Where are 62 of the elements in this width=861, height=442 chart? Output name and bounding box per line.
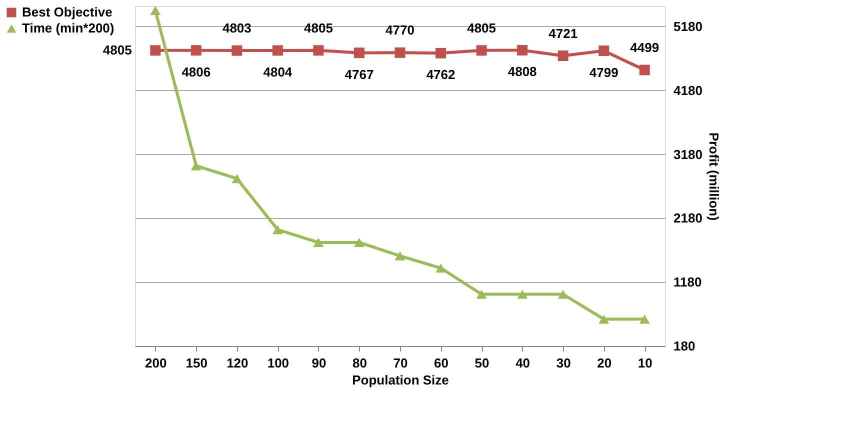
data-label: 4499	[630, 40, 660, 55]
point	[558, 50, 568, 62]
y-tick-label: 2180	[674, 210, 702, 226]
data-label: 4803	[222, 20, 252, 36]
data-label: 4767	[344, 66, 374, 82]
point	[598, 314, 610, 324]
legend-label: Best Objective	[22, 4, 112, 20]
point	[313, 45, 324, 56]
point	[639, 64, 650, 76]
data-label: 4808	[508, 64, 537, 80]
point	[517, 44, 528, 56]
point	[436, 48, 446, 58]
y-axis-title: Profit (million)	[706, 132, 722, 221]
x-tick-label: 200	[145, 356, 167, 370]
point	[150, 6, 161, 16]
data-label: 4806	[182, 64, 211, 80]
point	[190, 161, 202, 170]
point	[394, 251, 406, 260]
point	[232, 174, 242, 184]
y-tick-label: 4180	[674, 82, 702, 98]
legend-label: Time (min*200)	[22, 20, 114, 36]
x-tick-label: 60	[434, 356, 449, 370]
y-tick-label: 1180	[674, 274, 702, 290]
data-label: 4770	[386, 22, 414, 38]
x-tick-label: 90	[312, 356, 326, 370]
point	[558, 290, 568, 299]
point	[272, 45, 283, 56]
x-tick-label: 20	[597, 356, 612, 370]
data-label: 4804	[263, 64, 293, 80]
x-tick-label: 70	[393, 356, 408, 370]
x-tick-label: 50	[474, 356, 490, 370]
y-tick-label: 3180	[674, 146, 702, 162]
x-tick-label: 30	[556, 356, 571, 370]
x-tick-label: 40	[516, 356, 530, 370]
point	[476, 45, 487, 56]
point	[313, 238, 324, 248]
point	[354, 238, 364, 248]
x-tick-label: 120	[226, 356, 248, 370]
data-label: 4805	[304, 20, 333, 36]
data-label: 4805	[102, 42, 132, 58]
point	[639, 314, 650, 324]
point	[190, 45, 202, 56]
point	[476, 290, 487, 299]
x-axis-title: Population Size	[352, 372, 449, 388]
point	[354, 48, 364, 58]
point	[232, 45, 242, 56]
point	[436, 263, 446, 273]
point	[517, 290, 528, 299]
y-tick-label: 5180	[674, 18, 702, 34]
point	[150, 45, 161, 56]
x-tick-label: 80	[352, 356, 367, 370]
point	[272, 225, 283, 234]
data-label: 4721	[548, 26, 578, 41]
x-tick-label: 10	[638, 356, 652, 370]
point	[394, 47, 406, 58]
data-label: 4762	[426, 67, 456, 82]
data-label: 4805	[467, 20, 496, 36]
point	[598, 46, 610, 56]
x-tick-label: 150	[186, 356, 208, 370]
data-label: 4799	[589, 64, 618, 80]
y-tick-label: 180	[674, 338, 696, 354]
x-tick-label: 100	[267, 356, 290, 370]
